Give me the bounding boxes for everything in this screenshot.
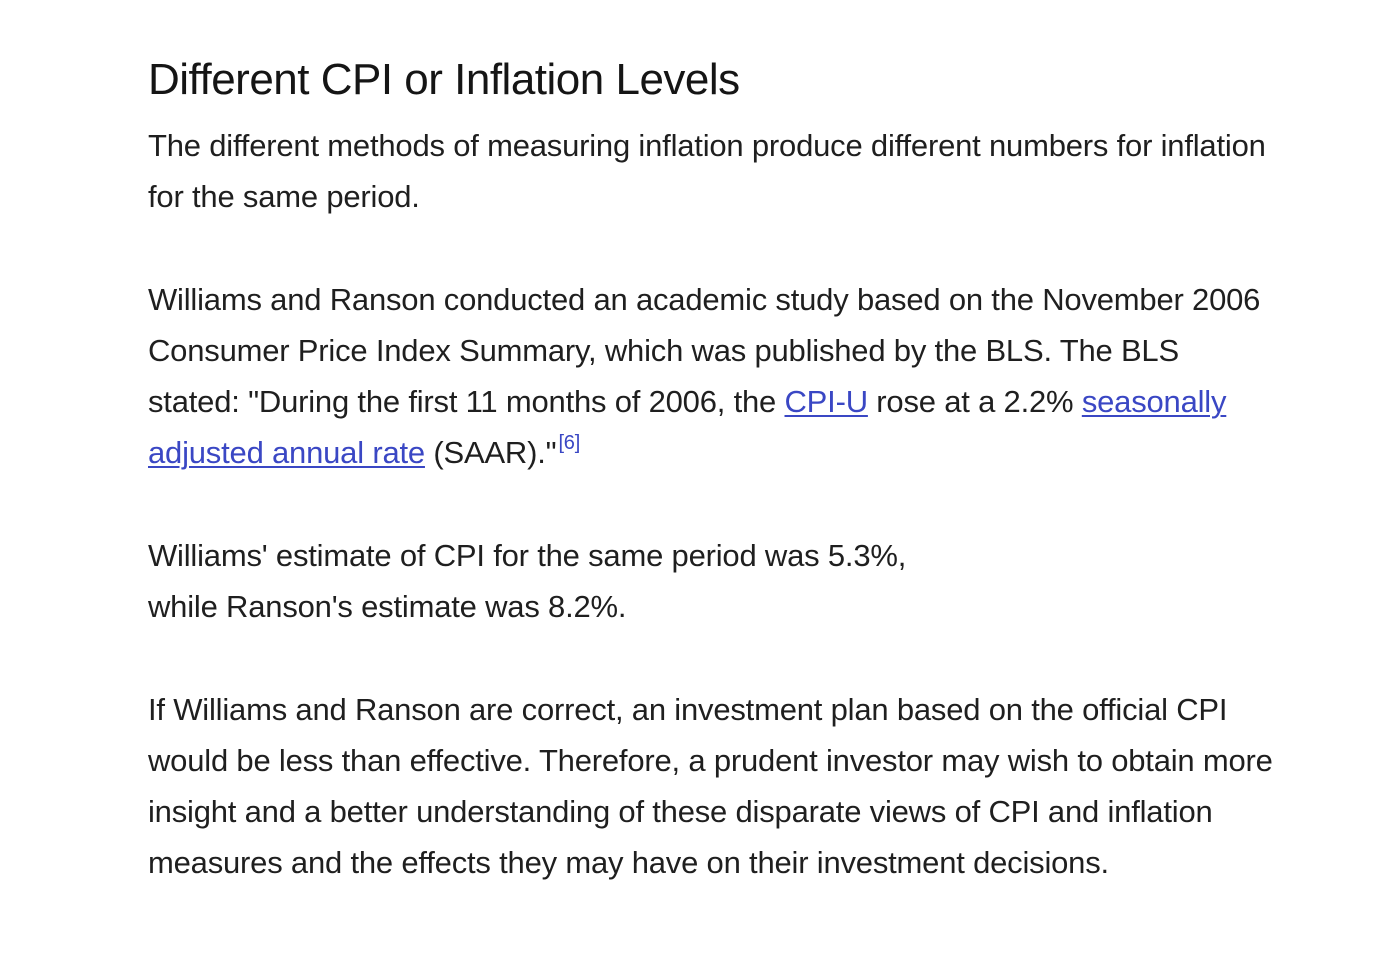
cpi-u-link[interactable]: CPI-U (784, 384, 869, 419)
citation-link[interactable]: [6] (558, 432, 581, 454)
study-text-after: (SAAR)." (424, 435, 557, 470)
citation-superscript: [6] (558, 432, 580, 454)
paragraph-conclusion: If Williams and Ranson are correct, an i… (148, 692, 1273, 880)
paragraph-study: Williams and Ranson conducted an academi… (148, 274, 1278, 478)
section-heading: Different CPI or Inflation Levels (148, 55, 740, 104)
study-text-middle: rose at a 2.2% (867, 384, 1082, 419)
estimate-williams: Williams' estimate of CPI for the same p… (148, 538, 907, 573)
paragraph-intro: The different methods of measuring infla… (148, 128, 1266, 214)
saar-link[interactable]: seasonally adjusted annual rate (148, 384, 1227, 470)
paragraph-estimates: Williams' estimate of CPI for the same p… (148, 530, 1278, 632)
study-text-before: Williams and Ranson conducted an academi… (148, 282, 1261, 419)
estimate-ranson: while Ranson's estimate was 8.2%. (148, 589, 627, 624)
article: Different CPI or Inflation Levels The di… (148, 50, 1278, 888)
